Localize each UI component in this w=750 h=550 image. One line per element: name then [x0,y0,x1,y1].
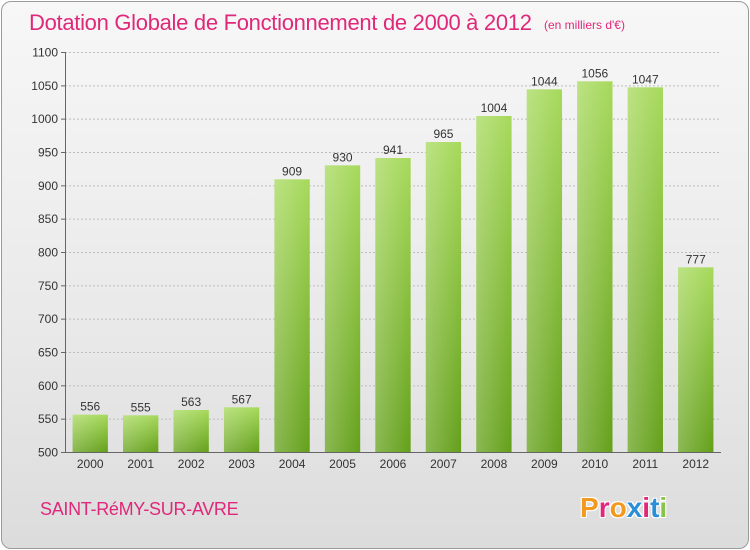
bar-highlight [324,165,361,453]
proxiti-logo[interactable]: Proxiti [580,492,667,524]
x-tick-label-2002: 2002 [178,457,205,471]
x-tick-label-2003: 2003 [228,457,255,471]
x-tick-label-2009: 2009 [531,457,558,471]
bar-highlight [678,267,714,452]
y-tick-label: 1050 [31,79,58,93]
logo-letter: r [598,492,610,523]
y-tick-label: 900 [38,179,58,193]
data-label-2008: 1004 [481,101,508,115]
data-label-2011: 1047 [632,72,659,86]
y-tick-label: 850 [38,212,58,226]
x-tick-label-2007: 2007 [430,457,457,471]
bar-highlight [123,415,159,452]
data-label-2007: 965 [433,127,453,141]
chart-subtitle: (en milliers d'€) [544,18,625,32]
x-tick-label-2005: 2005 [329,457,356,471]
bar-highlight [526,89,563,452]
data-label-2006: 941 [383,143,403,157]
data-label-2002: 563 [181,395,201,409]
bar-highlight [375,158,411,452]
data-label-2003: 567 [232,392,252,406]
logo-letter: o [609,492,627,523]
data-label-2000: 556 [80,400,100,414]
y-tick-label: 500 [38,446,58,460]
bar-highlight [274,179,310,453]
y-tick-label: 950 [38,146,58,160]
y-tick-label: 600 [38,379,58,393]
x-tick-label-2010: 2010 [581,457,608,471]
data-label-2004: 909 [282,164,302,178]
data-label-2009: 1044 [531,74,558,88]
data-label-2010: 1056 [581,66,608,80]
y-tick-label: 1100 [32,46,58,60]
x-tick-label-2012: 2012 [682,457,709,471]
x-tick-label-2011: 2011 [632,457,658,471]
logo-letter: i [642,492,651,523]
y-axis: 500 550 600 650 700 750 800 850 900 950 1000 1050 11… [31,46,66,460]
bar-highlight [223,407,260,452]
x-axis: 2000 2001 2002 2003 2004 2005 2006 2007 2008 2009… [65,452,721,471]
data-labels: 556 555 563 567 909 930 941 965 1004 1044 1056 1047… [80,66,706,414]
data-label-2012: 777 [686,252,706,266]
y-tick-label: 550 [38,412,58,426]
y-tick-label: 700 [38,312,58,326]
bar-highlight [425,142,462,452]
bar-highlight [72,414,108,452]
y-tick-label: 750 [38,279,58,293]
logo-letter: P [580,492,599,523]
commune-name: SAINT-RéMY-SUR-AVRE [40,499,239,519]
y-tick-label: 650 [38,346,58,360]
data-label-2005: 930 [333,150,353,164]
logo-letter: i [659,492,668,523]
y-tick-label: 800 [38,246,58,260]
logo-letter: t [650,492,660,523]
chart-title: Dotation Globale de Fonctionnement de 20… [29,10,532,35]
bar-highlight [476,116,512,452]
bar-highlight [627,87,663,452]
x-tick-label-2001: 2001 [127,457,154,471]
x-tick-label-2008: 2008 [481,457,508,471]
x-tick-label-2006: 2006 [380,457,407,471]
bars [72,81,714,453]
y-tick-label: 1000 [31,112,58,126]
bar-highlight [577,81,613,452]
x-tick-label-2000: 2000 [77,457,104,471]
bar-highlight [173,410,209,452]
data-label-2001: 555 [131,400,151,414]
logo-letter: x [626,492,643,523]
x-tick-label-2004: 2004 [279,457,306,471]
